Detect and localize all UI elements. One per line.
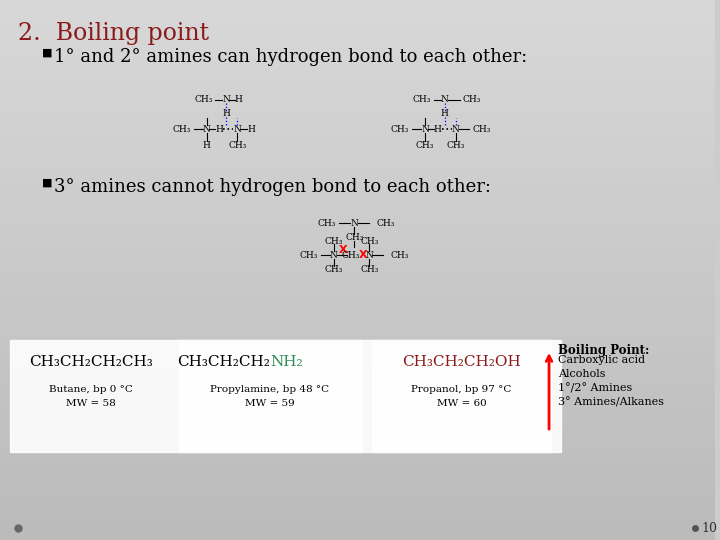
Text: N: N <box>330 251 338 260</box>
Text: CH₃: CH₃ <box>325 237 343 246</box>
Text: CH₃: CH₃ <box>172 125 191 133</box>
Text: N: N <box>233 125 241 133</box>
Text: Alcohols: Alcohols <box>558 369 606 379</box>
Text: N: N <box>202 125 210 133</box>
Text: H: H <box>441 110 449 118</box>
Text: CH₃: CH₃ <box>318 219 336 227</box>
Text: CH₃: CH₃ <box>415 140 434 150</box>
Text: NH₂: NH₂ <box>270 355 302 369</box>
Text: CH₃: CH₃ <box>228 140 246 150</box>
Text: MW = 59: MW = 59 <box>246 400 295 408</box>
Text: 3° amines cannot hydrogen bond to each other:: 3° amines cannot hydrogen bond to each o… <box>53 178 490 196</box>
Text: H: H <box>222 110 230 118</box>
Text: ■: ■ <box>42 178 52 188</box>
Text: CH₃: CH₃ <box>346 233 364 241</box>
Text: CH₃: CH₃ <box>390 251 408 260</box>
Text: X: X <box>339 245 348 255</box>
Bar <box>372 340 551 452</box>
Text: H: H <box>434 125 442 133</box>
Text: N: N <box>366 251 373 260</box>
Text: CH₃: CH₃ <box>325 265 343 273</box>
Bar <box>179 340 362 452</box>
Text: 1° and 2° amines can hydrogen bond to each other:: 1° and 2° amines can hydrogen bond to ea… <box>53 48 527 66</box>
Text: CH₃: CH₃ <box>341 251 360 260</box>
Text: 3° Amines/Alkanes: 3° Amines/Alkanes <box>558 397 664 407</box>
Text: CH₃: CH₃ <box>463 94 481 104</box>
Text: N: N <box>451 125 459 133</box>
Text: H: H <box>247 125 255 133</box>
Text: CH₃CH₂CH₂CH₃: CH₃CH₂CH₂CH₃ <box>30 355 153 369</box>
Text: 1°/2° Amines: 1°/2° Amines <box>558 383 632 393</box>
Bar <box>10 340 561 452</box>
Text: H: H <box>234 94 242 104</box>
Text: CH₃CH₂CH₂: CH₃CH₂CH₂ <box>177 355 270 369</box>
Text: ■: ■ <box>42 48 52 58</box>
Text: 2.  Boiling point: 2. Boiling point <box>18 22 209 45</box>
Text: X: X <box>359 250 368 260</box>
Text: H: H <box>215 125 223 133</box>
Text: CH₃: CH₃ <box>360 265 379 273</box>
Text: Propylamine, bp 48 °C: Propylamine, bp 48 °C <box>210 386 330 395</box>
Text: CH₃: CH₃ <box>391 125 409 133</box>
Text: MW = 60: MW = 60 <box>437 400 487 408</box>
Text: N: N <box>441 94 449 104</box>
Text: CH₃: CH₃ <box>360 237 379 246</box>
Text: Carboxylic acid: Carboxylic acid <box>558 355 645 365</box>
Text: Butane, bp 0 °C: Butane, bp 0 °C <box>50 386 133 395</box>
Text: CH₃: CH₃ <box>413 96 431 105</box>
Text: H: H <box>202 140 210 150</box>
Text: CH₃CH₂CH₂OH: CH₃CH₂CH₂OH <box>402 355 521 369</box>
Text: 10: 10 <box>701 522 717 535</box>
Text: N: N <box>222 94 230 104</box>
Text: CH₃: CH₃ <box>472 125 491 133</box>
Text: N: N <box>421 125 429 133</box>
Text: CH₃: CH₃ <box>300 251 318 260</box>
Text: MW = 58: MW = 58 <box>66 400 116 408</box>
Text: CH₃: CH₃ <box>377 219 395 227</box>
Text: N: N <box>351 219 359 227</box>
Text: Propanol, bp 97 °C: Propanol, bp 97 °C <box>412 386 512 395</box>
Text: CH₃: CH₃ <box>446 140 465 150</box>
Text: Boiling Point:: Boiling Point: <box>558 344 649 357</box>
Text: CH₃: CH₃ <box>194 96 212 105</box>
